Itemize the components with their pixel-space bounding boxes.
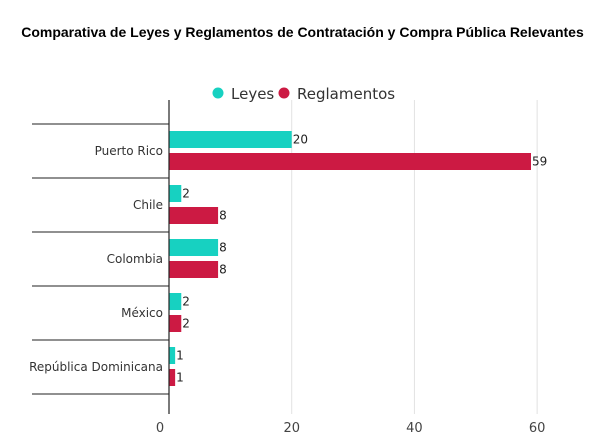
legend-marker-reglamentos <box>278 87 290 99</box>
value-label: 2 <box>182 187 190 201</box>
x-tick-label: 0 <box>156 421 164 436</box>
bar-reglamentos <box>169 261 219 278</box>
value-labels: 20 59 2 8 8 8 2 2 1 1 <box>176 133 547 385</box>
value-label: 1 <box>176 371 184 385</box>
bar-leyes <box>169 185 182 202</box>
category-labels: Puerto Rico Chile Colombia México República … <box>29 144 163 374</box>
category-label: Puerto Rico <box>95 144 163 158</box>
bar-leyes <box>169 239 219 256</box>
category-label: Colombia <box>107 252 163 266</box>
category-label: México <box>121 306 163 320</box>
value-label: 2 <box>182 295 190 309</box>
x-tick-label: 60 <box>529 421 546 436</box>
category-label: Chile <box>133 198 163 212</box>
bar-leyes <box>169 293 182 310</box>
bars <box>169 131 531 386</box>
bar-reglamentos <box>169 153 531 170</box>
grid-lines <box>291 100 538 414</box>
x-tick-label: 20 <box>283 421 300 436</box>
bar-leyes <box>169 131 292 148</box>
value-label: 8 <box>219 209 227 223</box>
category-separators <box>32 123 169 395</box>
bar-reglamentos <box>169 315 182 332</box>
legend: Leyes Reglamentos <box>212 85 395 103</box>
value-label: 8 <box>219 241 227 255</box>
legend-label-leyes: Leyes <box>231 85 274 103</box>
x-tick-labels: 0 20 40 60 <box>156 421 546 436</box>
legend-label-reglamentos: Reglamentos <box>297 85 395 103</box>
value-label: 8 <box>219 263 227 277</box>
x-tick-label: 40 <box>406 421 423 436</box>
value-label: 59 <box>532 155 547 169</box>
chart-title: Comparativa de Leyes y Reglamentos de Co… <box>21 24 584 40</box>
value-label: 20 <box>293 133 308 147</box>
value-label: 1 <box>176 349 184 363</box>
value-label: 2 <box>182 317 190 331</box>
bar-reglamentos <box>169 369 176 386</box>
bar-reglamentos <box>169 207 219 224</box>
legend-marker-leyes <box>212 87 224 99</box>
bar-leyes <box>169 347 176 364</box>
category-label: República Dominicana <box>29 360 163 374</box>
